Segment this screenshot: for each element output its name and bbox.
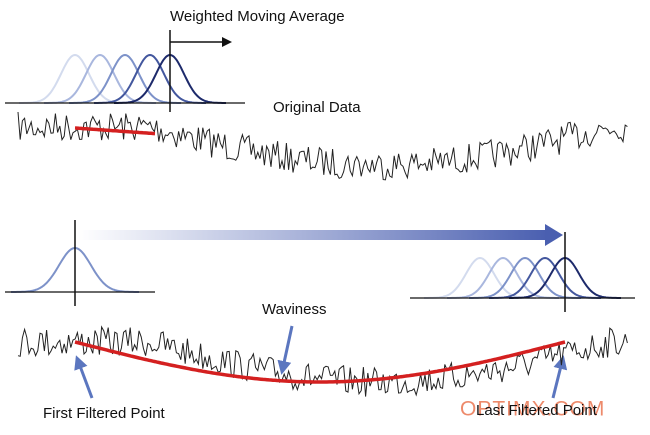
filtered-segment <box>74 126 156 136</box>
gradient-arrow <box>78 230 548 240</box>
signal <box>17 325 628 397</box>
arrow-head <box>545 224 563 246</box>
kernel-curve <box>447 256 559 299</box>
kernel-curve <box>69 53 181 104</box>
curves <box>11 53 621 299</box>
label: Weighted Moving Average <box>170 8 345 25</box>
waviness-curve <box>74 340 566 384</box>
signal <box>17 111 628 181</box>
label: First Filtered Point <box>43 405 166 422</box>
pointer-arrow <box>74 355 94 399</box>
kernel-curve <box>44 53 156 104</box>
kernel-curve <box>94 53 206 104</box>
kernel-curve <box>469 256 581 299</box>
watermark: OPTIMX.COM <box>460 398 605 421</box>
label: Last Filtered Point <box>476 402 598 419</box>
kernel-curve <box>489 256 601 299</box>
kernel-curve <box>424 256 536 299</box>
label: Original Data <box>273 99 361 116</box>
label: Waviness <box>262 301 326 318</box>
kernel-curve <box>19 53 131 104</box>
pointer-arrow <box>277 325 294 375</box>
